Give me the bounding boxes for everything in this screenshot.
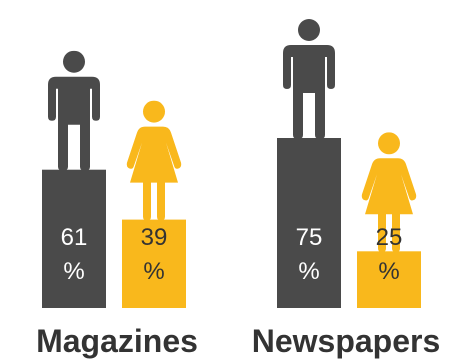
value-label: 25 <box>376 224 403 251</box>
value-unit-label: % <box>378 258 399 285</box>
category-label-magazines: Magazines <box>36 323 198 359</box>
woman-icon <box>126 100 182 221</box>
value-label: 75 <box>296 224 323 251</box>
category-label-newspapers: Newspapers <box>252 323 441 359</box>
value-label: 61 <box>61 224 88 251</box>
value-unit-label: % <box>63 258 84 285</box>
bar-newspapers-men <box>277 138 341 308</box>
bar-magazines-women <box>122 219 186 308</box>
man-icon <box>48 50 100 171</box>
category-labels: Magazines Newspapers <box>36 323 440 359</box>
bar-magazines-men <box>42 169 106 308</box>
value-label: 39 <box>141 224 168 251</box>
value-unit-label: % <box>143 258 164 285</box>
value-unit-label: % <box>298 258 319 285</box>
plot-area: 61% 39% 75% 25% <box>42 19 421 308</box>
bar-newspapers-women <box>357 251 421 308</box>
man-icon <box>283 19 335 139</box>
